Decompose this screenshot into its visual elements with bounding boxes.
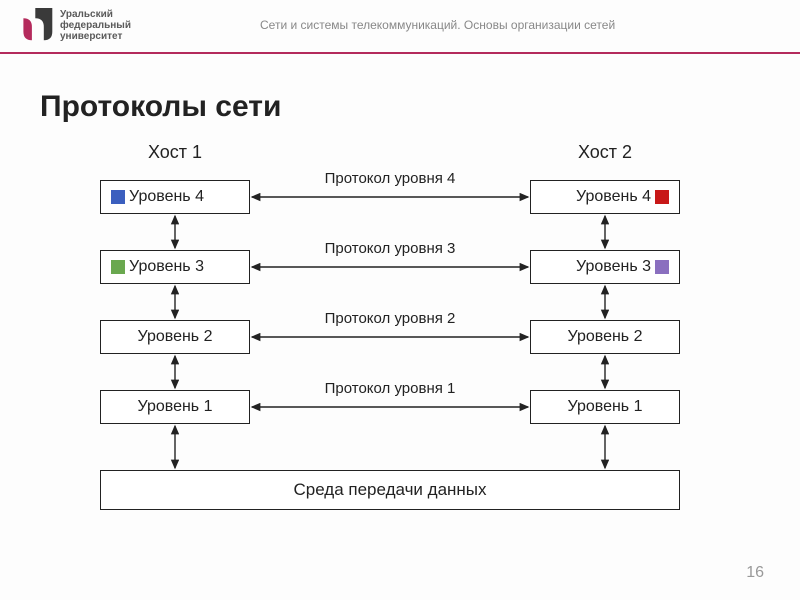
logo-text: Уральский федеральный университет <box>60 9 131 42</box>
header-subtitle: Сети и системы телекоммуникаций. Основы … <box>260 18 615 32</box>
logo-icon <box>20 6 54 44</box>
slide-header: Уральский федеральный университет Сети и… <box>0 0 800 54</box>
proto3-label: Протокол уровня 3 <box>300 240 480 257</box>
org-line1: Уральский <box>60 9 131 20</box>
host1-level2-text: Уровень 2 <box>138 328 213 346</box>
host1-level4-box: Уровень 4 <box>100 180 250 214</box>
protocol-diagram: Хост 1 Хост 2 Уровень 4 Уровень 4 Проток… <box>0 130 800 560</box>
host2-level4-box: Уровень 4 <box>530 180 680 214</box>
host2-level4-square <box>655 190 669 204</box>
host2-level3-text: Уровень 3 <box>576 258 651 276</box>
host2-level1-box: Уровень 1 <box>530 390 680 424</box>
host1-level3-text: Уровень 3 <box>129 258 204 276</box>
org-line3: университет <box>60 31 131 42</box>
host1-level3-box: Уровень 3 <box>100 250 250 284</box>
proto1-label: Протокол уровня 1 <box>300 380 480 397</box>
host1-level1-text: Уровень 1 <box>138 398 213 416</box>
slide-title: Протоколы сети <box>40 90 281 124</box>
proto4-label: Протокол уровня 4 <box>300 170 480 187</box>
host2-level4-text: Уровень 4 <box>576 188 651 206</box>
host1-level3-square <box>111 260 125 274</box>
host2-level2-text: Уровень 2 <box>568 328 643 346</box>
medium-label: Среда передачи данных <box>293 480 486 500</box>
host2-level3-box: Уровень 3 <box>530 250 680 284</box>
host1-level2-box: Уровень 2 <box>100 320 250 354</box>
university-logo: Уральский федеральный университет <box>20 6 131 44</box>
proto2-label: Протокол уровня 2 <box>300 310 480 327</box>
page-number: 16 <box>746 564 764 582</box>
host1-level1-box: Уровень 1 <box>100 390 250 424</box>
host1-level4-text: Уровень 4 <box>129 188 204 206</box>
medium-box: Среда передачи данных <box>100 470 680 510</box>
host2-label: Хост 2 <box>530 142 680 163</box>
org-line2: федеральный <box>60 20 131 31</box>
host1-level4-square <box>111 190 125 204</box>
host2-level3-square <box>655 260 669 274</box>
host2-level2-box: Уровень 2 <box>530 320 680 354</box>
host1-label: Хост 1 <box>100 142 250 163</box>
host2-level1-text: Уровень 1 <box>568 398 643 416</box>
